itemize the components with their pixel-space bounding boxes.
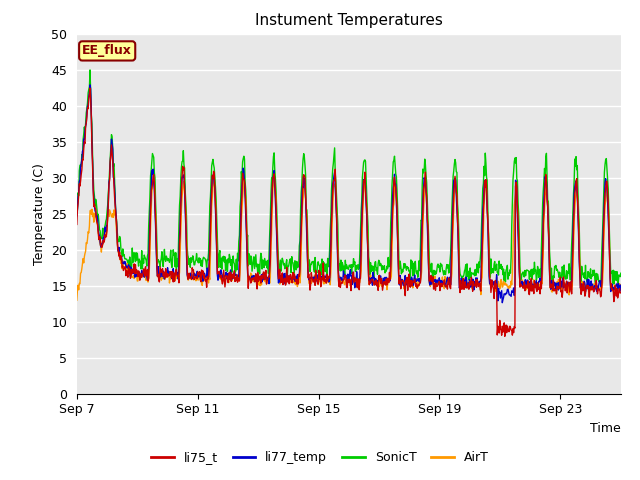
- AirT: [382, 280, 390, 286]
- Text: EE_flux: EE_flux: [82, 44, 132, 58]
- Line: li75_t: li75_t: [77, 88, 621, 336]
- AirT: [271, 188, 279, 194]
- AirT: [201, 276, 209, 282]
- Line: SonicT: SonicT: [77, 70, 621, 287]
- li75_t: [617, 290, 625, 296]
- SonicT: [271, 175, 279, 180]
- li75_t: [202, 278, 209, 284]
- Legend: li75_t, li77_temp, SonicT, AirT: li75_t, li77_temp, SonicT, AirT: [146, 446, 494, 469]
- SonicT: [382, 267, 390, 273]
- X-axis label: Time: Time: [590, 422, 621, 435]
- li77_temp: [382, 277, 390, 283]
- AirT: [301, 185, 308, 191]
- AirT: [270, 176, 278, 181]
- li77_temp: [93, 213, 101, 218]
- Y-axis label: Temperature (C): Temperature (C): [33, 163, 45, 264]
- SonicT: [202, 257, 209, 263]
- li77_temp: [73, 213, 81, 218]
- SonicT: [86, 67, 94, 73]
- li77_temp: [86, 82, 94, 88]
- Title: Instument Temperatures: Instument Temperatures: [255, 13, 443, 28]
- li75_t: [271, 190, 279, 196]
- SonicT: [617, 270, 625, 276]
- li77_temp: [499, 300, 506, 306]
- li75_t: [86, 85, 94, 91]
- li75_t: [73, 222, 81, 228]
- Line: AirT: AirT: [77, 179, 621, 300]
- SonicT: [463, 284, 470, 289]
- SonicT: [73, 205, 81, 211]
- li77_temp: [271, 196, 279, 202]
- SonicT: [513, 178, 521, 183]
- li75_t: [513, 204, 521, 210]
- li75_t: [501, 334, 509, 339]
- li75_t: [301, 173, 308, 179]
- li75_t: [93, 220, 101, 226]
- li77_temp: [513, 213, 521, 218]
- li77_temp: [202, 274, 209, 280]
- AirT: [617, 282, 625, 288]
- li77_temp: [617, 288, 625, 294]
- SonicT: [93, 207, 101, 213]
- AirT: [93, 215, 100, 220]
- SonicT: [301, 155, 308, 160]
- Line: li77_temp: li77_temp: [77, 85, 621, 303]
- AirT: [73, 297, 81, 303]
- li75_t: [382, 282, 390, 288]
- li77_temp: [301, 176, 308, 182]
- AirT: [513, 190, 520, 196]
